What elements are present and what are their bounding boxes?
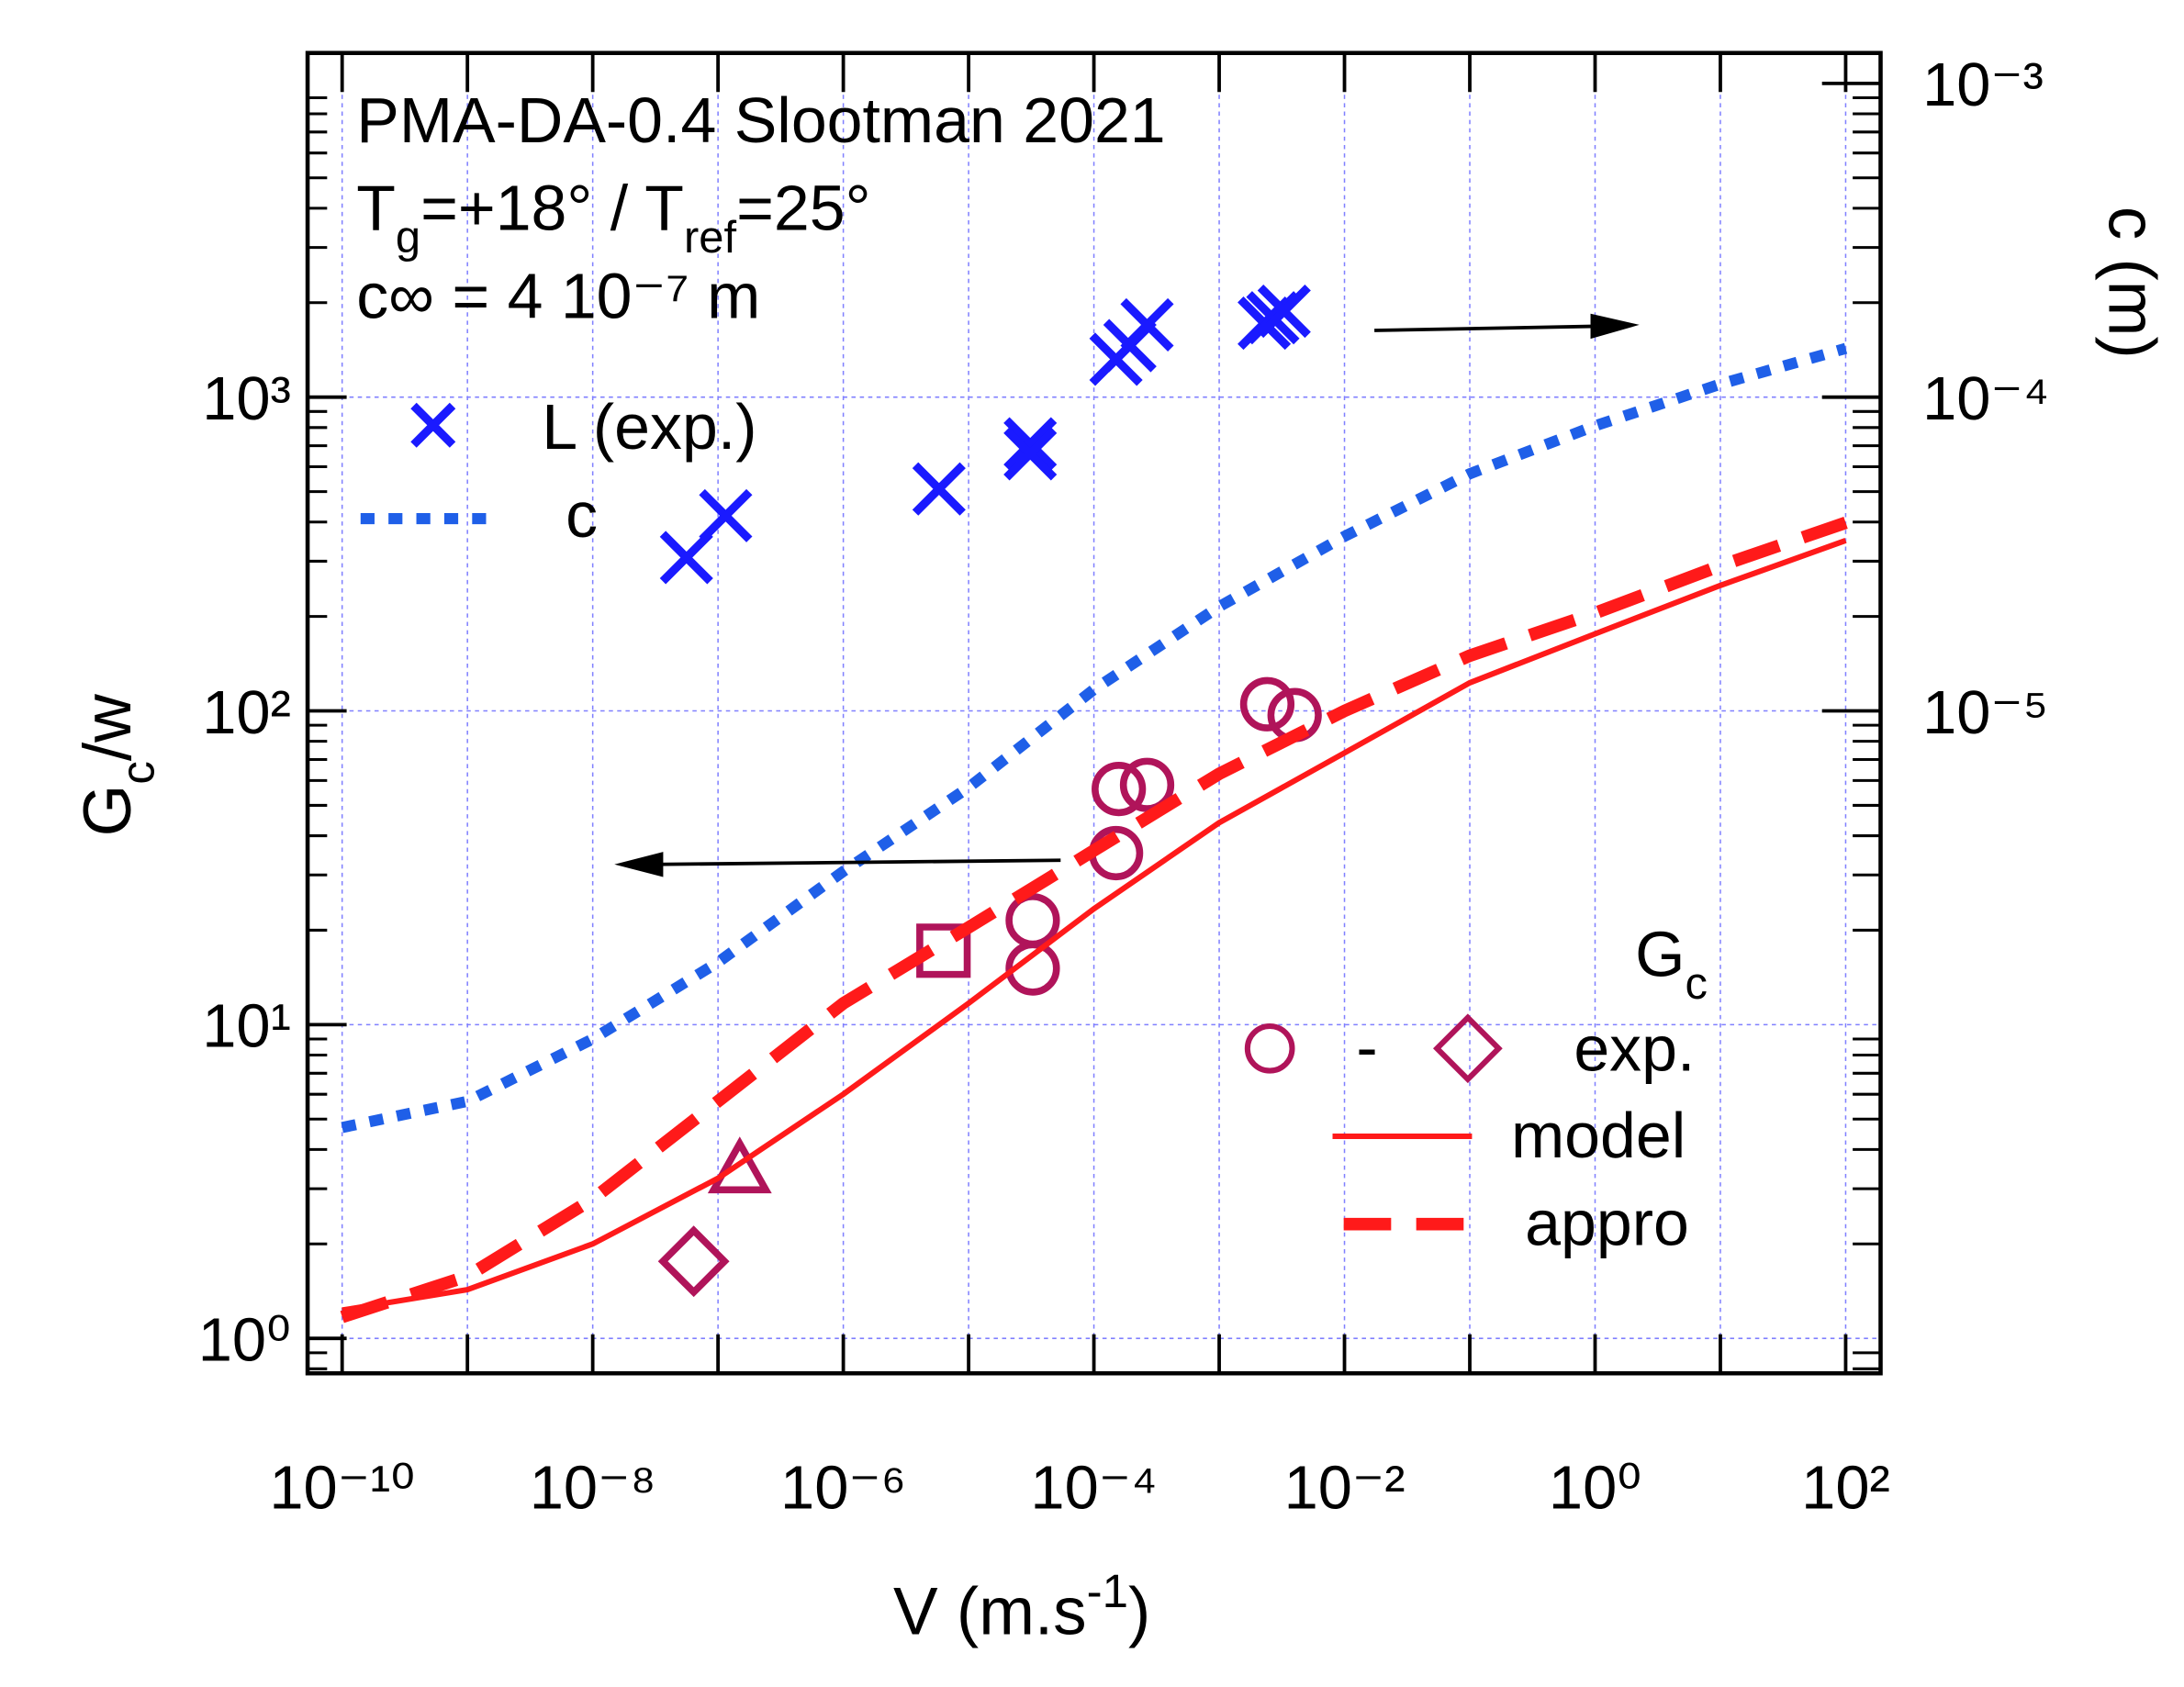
marker-cross [699,488,753,542]
chart-subtitle-part: ref [684,213,736,263]
x-tick-label: 10² [1801,1455,1890,1523]
legend-label: appro [1525,1187,1689,1258]
annotation: c∞ = 4 10⁻⁷ m [356,260,760,331]
grid [308,52,1881,1374]
y2-tick-label: 10⁻⁵ [1922,679,2048,747]
marker-circle [1089,825,1144,881]
legend-marker [1433,1013,1503,1084]
chart-subtitle-part: T [356,173,396,244]
x-tick-label: 10⁰ [1549,1455,1641,1523]
y-tick-label: 10³ [202,365,291,433]
y2-axis-label: c (m) [2095,207,2169,359]
chart-title: PMA-DA-0.4 Slootman 2021 [356,84,1165,156]
chart-subtitle: Tg=+18° / Tref=25° [356,173,870,263]
y-tick-label: 10¹ [202,993,291,1061]
marker-diamond [657,1225,730,1298]
arrow-right [1374,313,1640,340]
x-axis-label-part: -1 [1087,1565,1128,1617]
marker-cross [912,462,966,516]
arrow-left [614,852,1061,877]
legend-marker [410,402,456,448]
marker-cross [659,531,713,585]
legend-label: L (exp.) [542,391,756,463]
marker-circle [1267,687,1322,743]
y2-tick-label: 10⁻³ [1922,51,2044,119]
legend-title-part: G [1635,918,1685,989]
legend-label: exp. [1574,1013,1695,1085]
texts: 10⁻¹⁰ 10⁻⁸ 10⁻⁶ 10⁻⁴ 10⁻² 10⁰ 10² 10⁰ 10¹ 10² 10³ 1… [71,51,2168,1648]
marker-circle [1005,941,1060,996]
legend-title: Gc [1635,918,1708,1008]
x-axis-label: V (m.s-1) [893,1565,1150,1648]
y-tick-label: 10² [202,679,291,747]
marker-cross [1003,417,1058,471]
y2-tick-label: 10⁻⁴ [1922,365,2049,433]
chart-subtitle-part: =+18° / T [420,173,684,244]
x-tick-label: 10⁻⁸ [530,1455,656,1523]
marker-cross [1257,284,1311,339]
plot [308,52,1881,1374]
y-axis-label-part: c [112,761,164,785]
marker-circle [1239,676,1295,732]
y-axis-label-part: /w [71,694,145,761]
y-axis-label-part: G [71,785,145,837]
marker-circle [1119,757,1175,812]
line-solid [342,538,1847,1313]
marker-circle [1092,761,1147,817]
line-dashed [340,517,1848,1324]
x-tick-label: 10⁻⁶ [780,1455,906,1523]
marker-cross [1003,427,1058,481]
x-tick-label: 10⁻⁴ [1030,1455,1157,1523]
legend-separator: - [1356,1011,1377,1083]
legend-title-part: c [1685,959,1707,1009]
y-tick-label: 10⁰ [198,1306,291,1374]
legend-marker [1244,1023,1295,1074]
marker-triangle [707,1136,772,1194]
x-tick-label: 10⁻² [1284,1455,1406,1523]
legend-label: model [1511,1100,1686,1171]
x-axis-label-part: ) [1128,1574,1150,1648]
x-tick-label: 10⁻¹⁰ [269,1455,415,1523]
x-axis-label-part: V (m.s [893,1574,1087,1648]
plot-frame [305,50,1883,1376]
chart-subtitle-part: =25° [736,173,870,244]
marker-cross [1120,297,1174,352]
legend-label: c [566,479,598,551]
chart-subtitle-part: g [396,213,420,263]
y-axis-label: Gc/w [71,694,164,836]
